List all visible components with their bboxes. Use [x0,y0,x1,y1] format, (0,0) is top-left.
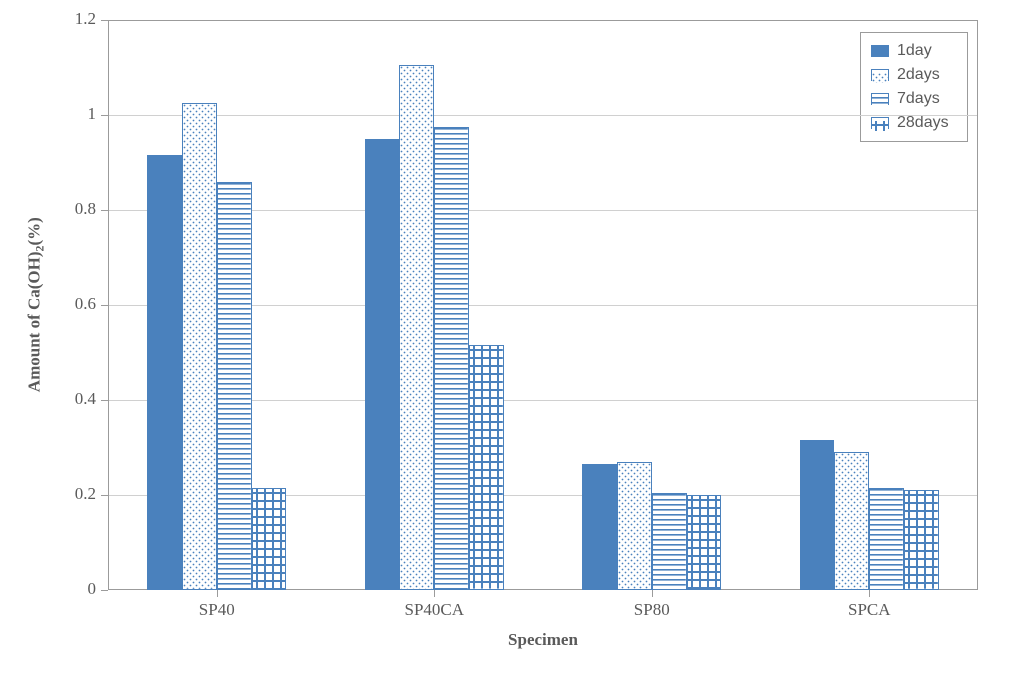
legend-item: 7days [871,87,957,111]
legend-label: 1day [897,42,932,60]
y-tick-label: 0.8 [48,199,96,219]
bar [582,464,617,590]
bar [252,488,287,590]
bar [217,182,252,591]
y-tick-mark [101,210,108,211]
legend-swatch [871,93,889,105]
bar [182,103,217,590]
x-tick-mark [869,590,870,597]
x-tick-mark [217,590,218,597]
bar [147,155,182,590]
gridline-y [109,115,977,116]
y-tick-mark [101,20,108,21]
y-tick-label: 1.2 [48,9,96,29]
bar [904,490,939,590]
x-tick-label: SP40 [108,600,326,620]
legend: 1day 2days 7days 28days [860,32,968,142]
legend-item: 1day [871,39,957,63]
bar [469,345,504,590]
y-tick-label: 0.4 [48,389,96,409]
y-tick-label: 0 [48,579,96,599]
y-axis-label: Amount of Ca(OH)2(%) [24,205,47,405]
y-tick-mark [101,495,108,496]
chart-container: Amount of Ca(OH)2(%) Specimen 1day 2days 7… [0,0,1011,673]
y-tick-mark [101,400,108,401]
legend-swatch [871,69,889,81]
x-tick-mark [434,590,435,597]
bar [869,488,904,590]
bar [399,65,434,590]
legend-swatch [871,45,889,57]
legend-label: 7days [897,90,940,108]
bar [687,495,722,590]
y-tick-mark [101,115,108,116]
x-tick-label: SP80 [543,600,761,620]
legend-swatch [871,117,889,129]
x-axis-label: Specimen [483,630,603,650]
bar [617,462,652,590]
bar [800,440,835,590]
bar [652,493,687,590]
legend-label: 2days [897,66,940,84]
legend-item: 2days [871,63,957,87]
y-tick-label: 1 [48,104,96,124]
y-tick-label: 0.2 [48,484,96,504]
bar [834,452,869,590]
bar [434,127,469,590]
bar [365,139,400,590]
x-tick-label: SP40CA [326,600,544,620]
legend-label: 28days [897,114,949,132]
x-tick-label: SPCA [761,600,979,620]
x-tick-mark [652,590,653,597]
y-tick-mark [101,590,108,591]
y-tick-mark [101,305,108,306]
y-tick-label: 0.6 [48,294,96,314]
